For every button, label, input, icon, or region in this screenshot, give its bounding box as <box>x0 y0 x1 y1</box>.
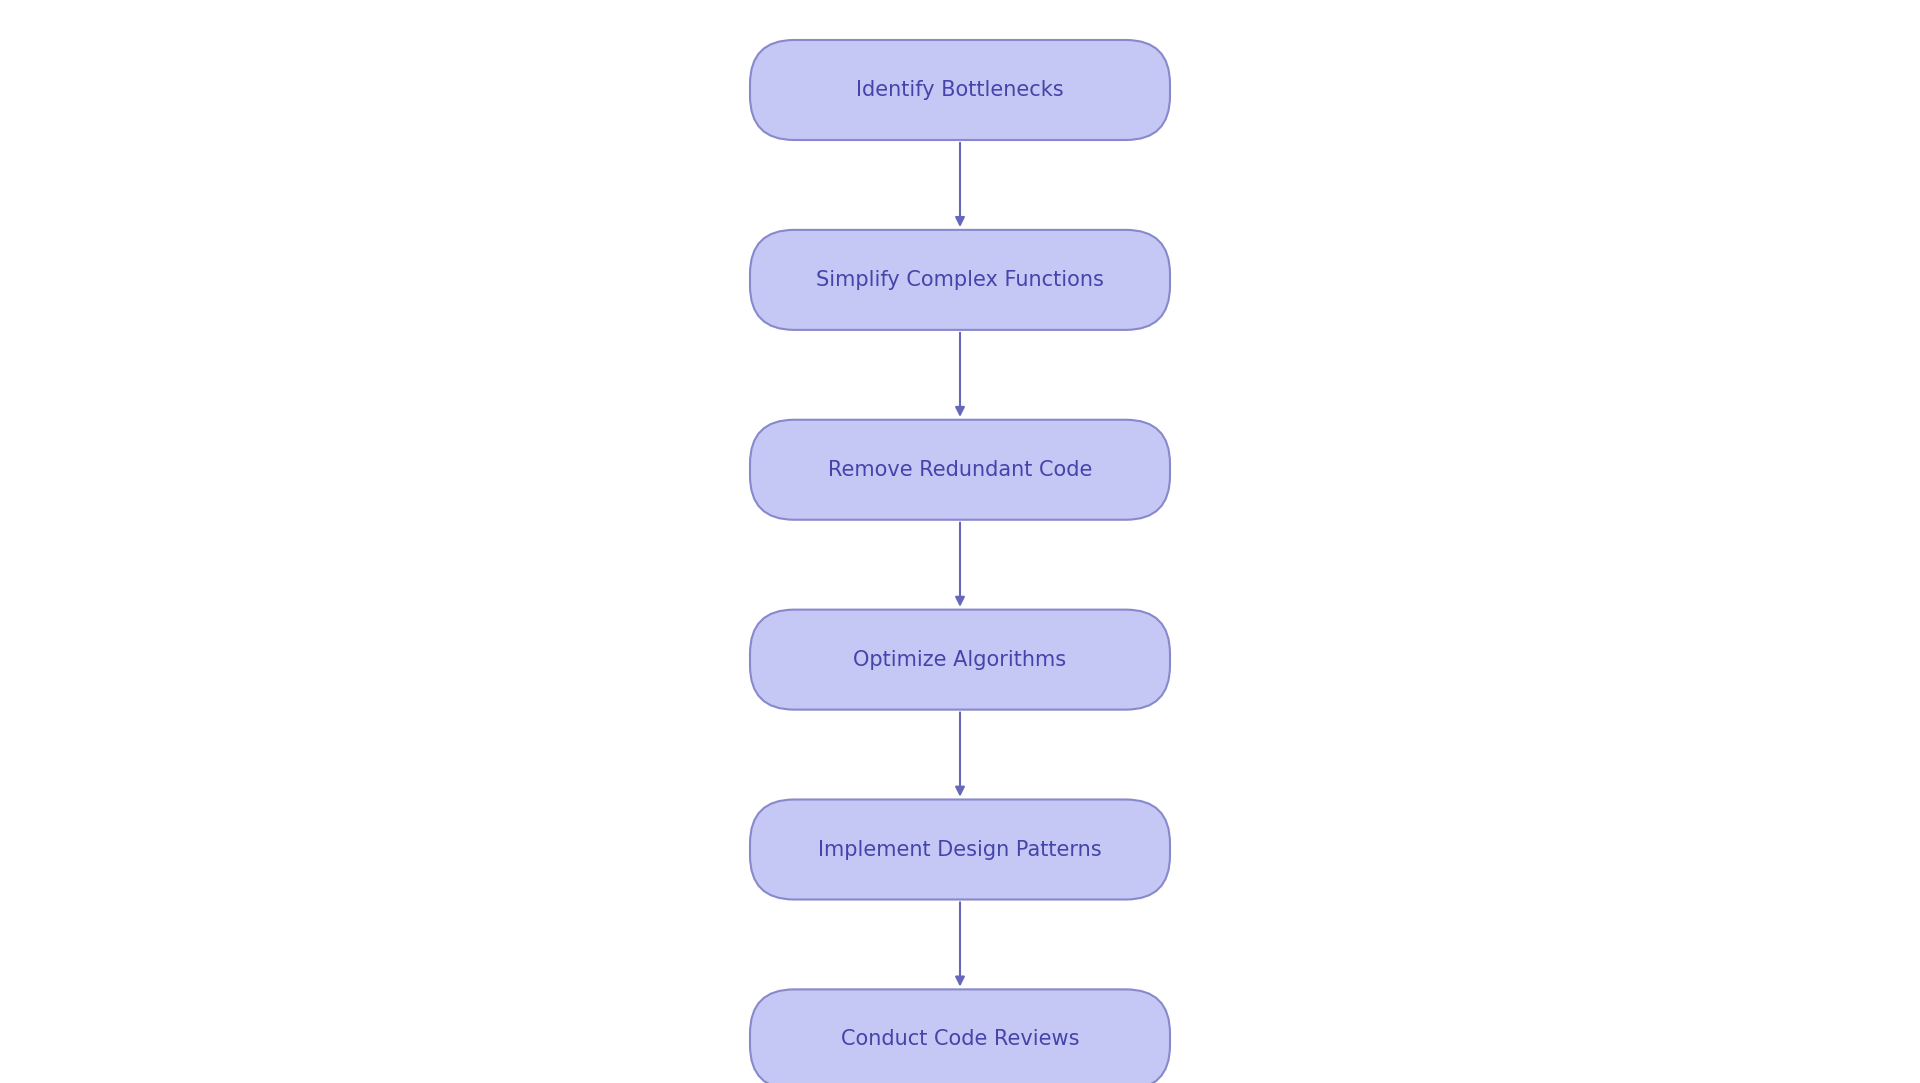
Text: Identify Bottlenecks: Identify Bottlenecks <box>856 80 1064 100</box>
Text: Optimize Algorithms: Optimize Algorithms <box>852 650 1068 669</box>
FancyBboxPatch shape <box>751 40 1169 140</box>
Text: Simplify Complex Functions: Simplify Complex Functions <box>816 270 1104 290</box>
Text: Remove Redundant Code: Remove Redundant Code <box>828 460 1092 480</box>
FancyBboxPatch shape <box>751 610 1169 709</box>
FancyBboxPatch shape <box>751 799 1169 900</box>
Text: Implement Design Patterns: Implement Design Patterns <box>818 839 1102 860</box>
Text: Conduct Code Reviews: Conduct Code Reviews <box>841 1029 1079 1049</box>
FancyBboxPatch shape <box>751 990 1169 1083</box>
FancyBboxPatch shape <box>751 230 1169 330</box>
FancyBboxPatch shape <box>751 420 1169 520</box>
